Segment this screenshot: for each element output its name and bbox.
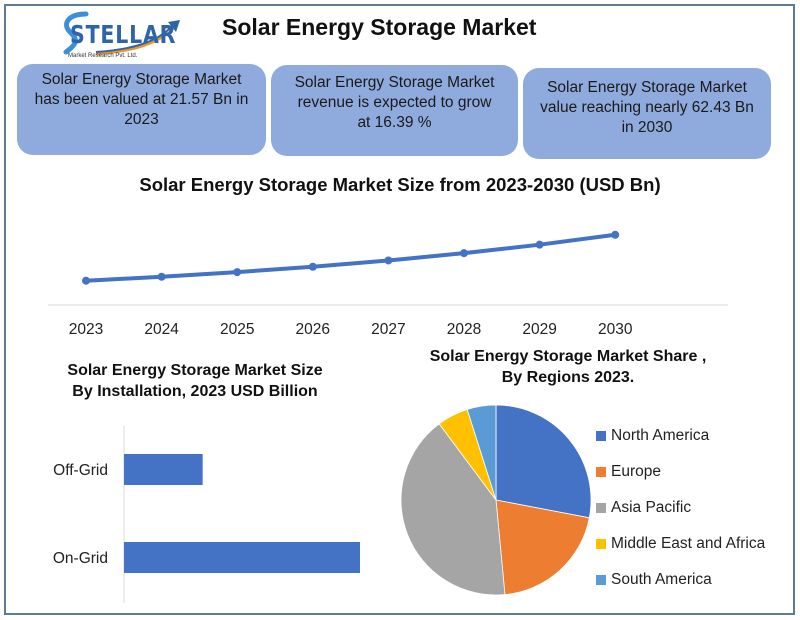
- bar-chart: Off-Grid On-Grid: [53, 426, 360, 603]
- stat-line: Solar Energy Storage Market: [547, 79, 747, 96]
- line-point-2029: [535, 240, 544, 249]
- bar-category-label: On-Grid: [53, 550, 108, 567]
- pie-title-line: By Regions 2023.: [501, 369, 635, 386]
- legend-label: Asia Pacific: [611, 499, 692, 516]
- pie-slice-europe: [495, 499, 590, 596]
- line-x-tick-label: 2030: [598, 321, 633, 338]
- logo-subtitle: Market Research Pvt. Ltd.: [68, 53, 138, 59]
- line-chart: 2023 2024 2025 2026 2027 2028 2029 2030: [48, 230, 728, 338]
- legend-label: South America: [611, 571, 712, 588]
- line-series-path: [85, 232, 616, 283]
- pie-slice-north-america: [495, 404, 592, 519]
- line-point-2026: [308, 262, 317, 271]
- stat-line: value reaching nearly 62.43 Bn: [540, 99, 754, 116]
- line-x-tick-label: 2027: [371, 321, 405, 338]
- legend-item-europe: Europe: [596, 454, 765, 490]
- stat-line: Solar Energy Storage Market: [41, 71, 242, 88]
- line-x-tick-label: 2025: [220, 321, 254, 338]
- legend-swatch: [596, 467, 606, 477]
- stat-line: revenue is expected to grow: [297, 94, 492, 111]
- line-point-2024: [157, 272, 166, 281]
- pie-chart: [400, 404, 592, 596]
- pie-legend: North America Europe Asia Pacific Middle Ea…: [596, 418, 765, 598]
- stat-box-valuation: Solar Energy Storage Market has been val…: [17, 64, 266, 155]
- line-point-2027: [384, 256, 393, 265]
- stat-line: has been valued at 21.57 Bn in: [34, 91, 249, 108]
- line-x-tick-label: 2023: [69, 321, 103, 338]
- line-point-2025: [233, 268, 242, 277]
- line-chart-title: Solar Energy Storage Market Size from 20…: [139, 174, 661, 195]
- line-x-tick-label: 2024: [144, 321, 179, 338]
- legend-swatch: [596, 503, 606, 513]
- legend-label: Middle East and Africa: [611, 535, 766, 552]
- stat-line: Solar Energy Storage Market: [294, 74, 495, 91]
- bar-category-label: Off-Grid: [53, 462, 108, 479]
- pie-slice-south-america: [466, 404, 497, 501]
- legend-swatch: [596, 575, 606, 585]
- stellar-logo: STELLAR Market Research Pvt. Ltd.: [56, 8, 186, 62]
- legend-label: Europe: [611, 463, 661, 480]
- stat-line: 2023: [124, 111, 159, 128]
- line-point-2030: [611, 230, 620, 239]
- page-title: Solar Energy Storage Market: [222, 14, 537, 40]
- bar-title-line: Solar Energy Storage Market Size: [67, 362, 323, 379]
- legend-swatch: [596, 431, 606, 441]
- legend-label: North America: [611, 427, 710, 444]
- bar-title-line: By Installation, 2023 USD Billion: [72, 383, 318, 400]
- stat-box-forecast: Solar Energy Storage Market value reachi…: [523, 68, 771, 159]
- legend-item-south-america: South America: [596, 562, 765, 598]
- pie-chart-title: Solar Energy Storage Market Share , By R…: [398, 346, 738, 388]
- line-x-tick-label: 2026: [296, 321, 330, 338]
- infographic-frame: [4, 4, 795, 615]
- line-x-tick-label: 2029: [522, 321, 556, 338]
- logo-wordmark: STELLAR: [70, 20, 177, 49]
- bar-on-grid: [124, 542, 360, 573]
- stat-line: at 16.39 %: [357, 114, 432, 131]
- line-point-2023: [82, 276, 90, 285]
- pie-slice-asia-pacific: [400, 423, 506, 596]
- legend-swatch: [596, 539, 606, 549]
- stat-line: in 2030: [621, 119, 673, 136]
- bar-chart-title: Solar Energy Storage Market Size By Inst…: [20, 360, 370, 402]
- legend-item-north-america: North America: [596, 418, 765, 454]
- stat-box-growth: Solar Energy Storage Market revenue is e…: [271, 65, 518, 156]
- pie-title-line: Solar Energy Storage Market Share ,: [429, 348, 707, 365]
- line-point-2028: [460, 249, 468, 258]
- logo-swoosh-icon: [63, 11, 180, 56]
- legend-item-middle-east-and-africa: Middle East and Africa: [596, 526, 765, 562]
- line-x-tick-label: 2028: [447, 321, 481, 338]
- legend-item-asia-pacific: Asia Pacific: [596, 490, 765, 526]
- bar-off-grid: [124, 454, 203, 485]
